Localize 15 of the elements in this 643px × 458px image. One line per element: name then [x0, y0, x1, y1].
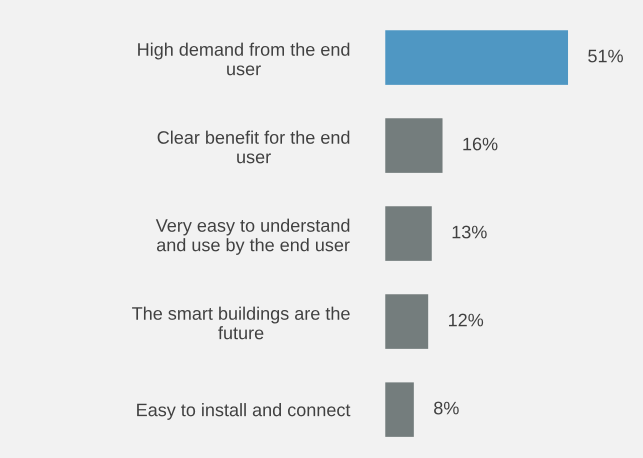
- y-tick-label: High demand from the end user: [138, 42, 350, 76]
- y-tick-label: Clear benefit for the end user: [158, 130, 350, 164]
- bar: [385, 118, 443, 173]
- y-tick-label: The smart buildings are the future: [132, 306, 350, 340]
- bar: [385, 294, 428, 349]
- data-label: 12%: [449, 314, 484, 326]
- data-label: 16%: [463, 138, 498, 150]
- data-label: 8%: [434, 402, 459, 414]
- data-label: 13%: [452, 226, 487, 238]
- bar: [385, 30, 568, 85]
- y-tick-label: Very easy to understand and use by the end user: [156, 218, 350, 255]
- y-tick-label: Easy to install and connect: [137, 403, 350, 420]
- data-label: 51%: [588, 50, 623, 62]
- bar: [385, 206, 432, 261]
- bar: [385, 382, 414, 437]
